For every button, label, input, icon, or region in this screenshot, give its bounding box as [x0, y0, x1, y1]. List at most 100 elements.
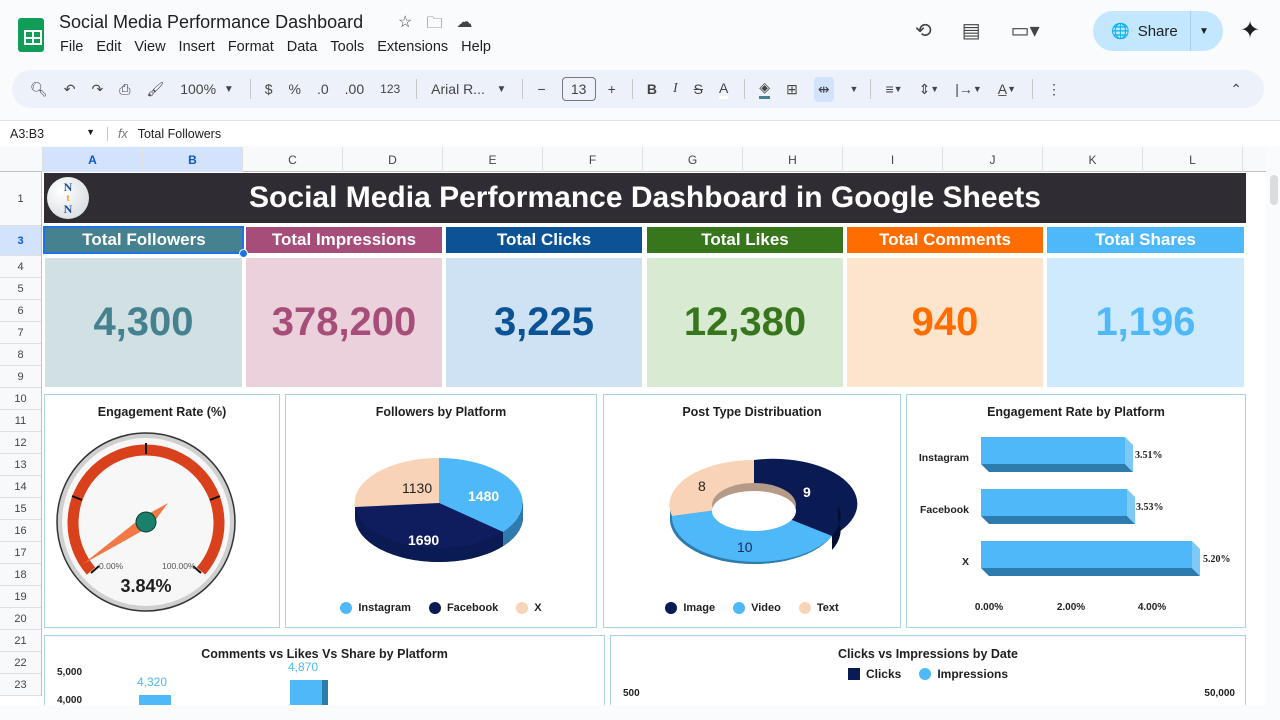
legend-item-text[interactable]: Text [798, 602, 839, 614]
row-header[interactable]: 19 [0, 586, 41, 608]
more-options-icon[interactable]: ⋮ [1047, 80, 1062, 97]
row-header[interactable]: 6 [0, 300, 41, 322]
fill-color-icon[interactable]: ◈ [759, 79, 771, 99]
redo-icon[interactable]: ↷ [91, 80, 104, 97]
legend-item-impressions[interactable]: Impressions [919, 667, 1008, 681]
decrease-font-size-icon[interactable]: − [537, 81, 546, 97]
text-color-button[interactable]: A [718, 80, 729, 99]
name-box[interactable]: A3:B3 ▼ [0, 126, 108, 141]
version-history-icon[interactable]: ⟲ [915, 20, 932, 42]
column-header[interactable]: C [243, 147, 343, 172]
menu-extensions[interactable]: Extensions [377, 39, 449, 55]
row-header[interactable]: 5 [0, 278, 41, 300]
star-icon[interactable]: ☆ [398, 14, 413, 31]
row-header[interactable]: 22 [0, 652, 41, 674]
menu-tools[interactable]: Tools [330, 39, 365, 55]
undo-icon[interactable]: ↶ [63, 80, 76, 97]
legend-item-facebook[interactable]: Facebook [428, 602, 498, 614]
percent-format-button[interactable]: % [288, 81, 301, 97]
kpi-value-shares[interactable]: 1,196 [1047, 258, 1244, 387]
engagement-by-platform-chart[interactable]: Engagement Rate by Platform Instagram 3.… [906, 394, 1246, 628]
selection-fill-handle[interactable] [239, 249, 248, 258]
paint-format-icon[interactable]: 🖌︎ [146, 80, 165, 97]
menu-edit[interactable]: Edit [96, 39, 122, 55]
row-header[interactable]: 10 [0, 388, 41, 410]
clicks-vs-impressions-chart[interactable]: Clicks vs Impressions by Date Clicks Imp… [610, 635, 1246, 705]
kpi-header-shares[interactable]: Total Shares [1047, 227, 1244, 253]
menu-view[interactable]: View [134, 39, 166, 55]
borders-icon[interactable]: ⊞ [786, 80, 798, 97]
row-header[interactable]: 15 [0, 498, 41, 520]
row-header[interactable]: 9 [0, 366, 41, 388]
collapse-toolbar-icon[interactable]: ⌃ [1230, 80, 1242, 97]
column-header[interactable]: E [443, 147, 543, 172]
comments-likes-shares-chart[interactable]: Comments vs Likes Vs Share by Platform 5… [44, 635, 605, 705]
column-header[interactable]: K [1043, 147, 1143, 172]
formula-input[interactable]: Total Followers [137, 126, 222, 141]
menu-insert[interactable]: Insert [178, 39, 215, 55]
text-wrapping-icon[interactable]: |→ ▼ [955, 81, 982, 97]
comments-icon[interactable]: ▤ [961, 20, 981, 42]
font-select[interactable]: Arial R... ▼ [431, 81, 506, 97]
column-header[interactable]: B [143, 147, 243, 172]
row-header[interactable]: 17 [0, 542, 41, 564]
currency-format-button[interactable]: $ [264, 81, 273, 97]
column-header[interactable]: A [43, 147, 143, 172]
column-header[interactable]: H [743, 147, 843, 172]
kpi-header-clicks[interactable]: Total Clicks [446, 227, 642, 253]
column-header[interactable]: F [543, 147, 643, 172]
increase-font-size-icon[interactable]: + [607, 81, 616, 97]
column-header[interactable]: G [643, 147, 743, 172]
kpi-value-impressions[interactable]: 378,200 [246, 258, 442, 387]
row-header[interactable]: 14 [0, 476, 41, 498]
row-header[interactable]: 18 [0, 564, 41, 586]
sheets-logo-icon[interactable] [18, 18, 44, 52]
column-header[interactable]: D [343, 147, 443, 172]
share-button[interactable]: 🌐 Share ▼ [1093, 11, 1223, 51]
move-folder-icon[interactable]: 🗀 [426, 15, 443, 32]
meet-icon[interactable]: ▭▾ [1010, 20, 1040, 42]
row-header[interactable]: 16 [0, 520, 41, 542]
kpi-header-comments[interactable]: Total Comments [847, 227, 1043, 253]
print-icon[interactable]: ⎙ [119, 80, 131, 97]
kpi-value-followers[interactable]: 4,300 [45, 258, 242, 387]
column-header[interactable]: L [1143, 147, 1243, 172]
row-header[interactable]: 23 [0, 674, 41, 696]
row-header[interactable]: 20 [0, 608, 41, 630]
bold-button[interactable]: B [646, 81, 657, 97]
spreadsheet-grid[interactable]: A B C D E F G H I J K L 1 3 4 5 6 7 8 9 … [0, 147, 1266, 705]
kpi-value-likes[interactable]: 12,380 [647, 258, 843, 387]
row-header[interactable]: 13 [0, 454, 41, 476]
legend-item-x[interactable]: X [516, 602, 542, 614]
merge-dropdown-icon[interactable]: ▼ [849, 84, 859, 94]
kpi-value-clicks[interactable]: 3,225 [446, 258, 642, 387]
gemini-sparkle-icon[interactable]: ✦ [1240, 17, 1261, 44]
menu-file[interactable]: File [60, 39, 84, 55]
cloud-saved-icon[interactable]: ☁ [456, 14, 473, 31]
vertical-scrollbar[interactable] [1270, 175, 1278, 205]
italic-button[interactable]: I [672, 81, 678, 96]
merge-cells-icon[interactable]: ⇹ [813, 76, 834, 102]
row-header[interactable]: 7 [0, 322, 41, 344]
horizontal-align-icon[interactable]: ≡ ▼ [885, 81, 903, 97]
legend-item-instagram[interactable]: Instagram [340, 602, 411, 614]
more-formats-button[interactable]: 123 [380, 82, 401, 96]
row-header[interactable]: 1 [0, 172, 41, 226]
share-dropdown-icon[interactable]: ▼ [1199, 25, 1209, 37]
kpi-header-likes[interactable]: Total Likes [647, 227, 843, 253]
kpi-header-followers[interactable]: Total Followers [44, 227, 244, 253]
column-header[interactable]: J [943, 147, 1043, 172]
vertical-align-icon[interactable]: ⇕ ▼ [918, 80, 940, 97]
legend-item-video[interactable]: Video [733, 602, 781, 614]
row-header[interactable]: 11 [0, 410, 41, 432]
font-size-input[interactable]: 13 [561, 77, 596, 101]
row-header[interactable]: 8 [0, 344, 41, 366]
search-menus-icon[interactable]: 🔍︎ [30, 80, 48, 97]
zoom-select[interactable]: 100% ▼ [180, 81, 234, 97]
increase-decimal-button[interactable]: .00 [344, 81, 365, 97]
kpi-value-comments[interactable]: 940 [847, 258, 1043, 387]
strikethrough-button[interactable]: S [693, 81, 703, 97]
row-header[interactable]: 21 [0, 630, 41, 652]
post-type-distribution-chart[interactable]: Post Type Distribuation 8 9 10 Image Vid… [603, 394, 901, 628]
menu-format[interactable]: Format [227, 39, 274, 55]
